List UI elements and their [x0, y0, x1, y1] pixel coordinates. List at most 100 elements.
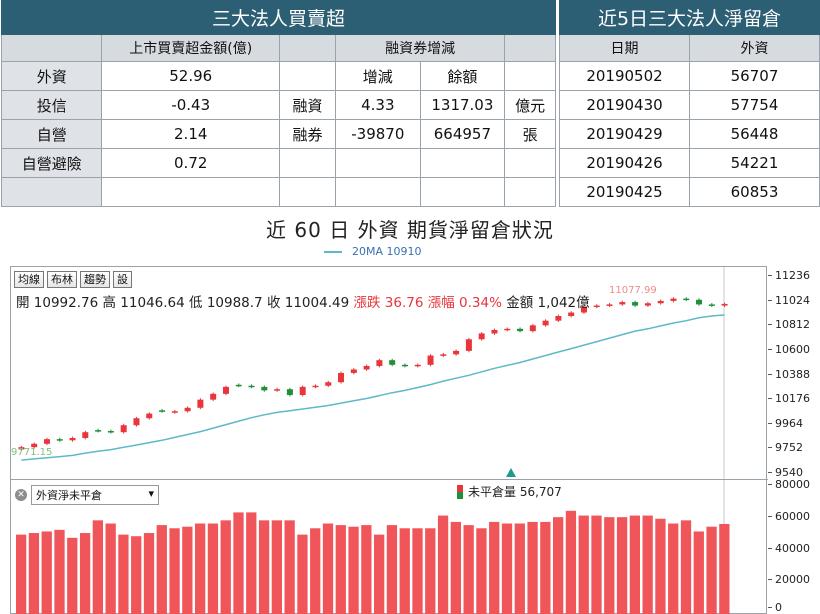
open-interest-bar	[258, 520, 270, 614]
open-interest-bar	[374, 534, 385, 614]
col-header-margin: 融資券增減	[335, 34, 506, 62]
foreign-cell: 56448	[689, 119, 820, 149]
candle	[517, 328, 524, 332]
indicator-select[interactable]: 外資淨未平倉 ▾	[31, 485, 159, 505]
candle	[453, 350, 460, 355]
price-tick-label: 9540	[768, 466, 803, 479]
settings-button[interactable]: 設	[113, 271, 132, 288]
trend-button[interactable]: 趨勢	[80, 271, 110, 288]
candle	[632, 302, 639, 306]
open-interest-bar	[463, 525, 474, 614]
candle	[542, 320, 549, 326]
open-interest-bar	[425, 528, 436, 614]
open-interest-bar	[642, 515, 653, 614]
candle	[69, 437, 76, 441]
margin-balance	[419, 177, 506, 207]
margin-change: -39870	[335, 119, 421, 149]
open-interest-bar	[514, 523, 525, 614]
row-label: 自營避險	[0, 148, 103, 178]
low-marker: 9771.15	[11, 447, 52, 458]
margin-unit	[504, 148, 556, 178]
candle	[286, 389, 293, 396]
date-cell: 20190429	[559, 119, 690, 149]
open-interest-bar	[655, 518, 666, 614]
open-interest-bar	[565, 510, 577, 614]
price-tick-label: 10812	[768, 318, 810, 331]
candle	[465, 339, 472, 351]
candle	[555, 316, 562, 321]
candle	[708, 304, 715, 306]
table-row: 20190502 56707	[559, 61, 820, 91]
candle	[401, 364, 408, 367]
ma-legend-label: 20MA 10910	[352, 245, 422, 258]
futures-chart[interactable]: 11077.99 9771.15 均線 布林 趨勢 設 開 10992.76 高 …	[10, 266, 768, 614]
row-label	[0, 177, 103, 207]
margin-balance: 餘額	[419, 61, 506, 91]
candle	[568, 312, 575, 317]
open-interest-bar	[92, 520, 103, 614]
candle	[389, 360, 396, 365]
candle	[325, 382, 332, 386]
margin-label	[279, 177, 337, 207]
candle	[56, 439, 63, 441]
ma-line-swatch	[324, 251, 342, 253]
margin-label	[279, 61, 337, 91]
open-interest-bar	[706, 526, 717, 614]
candle	[363, 365, 370, 370]
open-interest-legend: 未平倉量 56,707	[457, 483, 562, 500]
candle	[95, 430, 102, 432]
candlestick-plot[interactable]: 11077.99 9771.15	[11, 267, 768, 479]
open-interest-bar	[182, 526, 193, 614]
candle	[606, 304, 613, 306]
indicator-control: ✕ 外資淨未平倉 ▾	[15, 485, 159, 505]
low-value: 低 10988.7	[189, 295, 263, 311]
open-interest-bar	[131, 536, 142, 614]
ma20-line	[21, 314, 725, 461]
foreign-cell: 54221	[689, 148, 820, 178]
volume-tick-label: 40000	[768, 542, 810, 555]
close-value: 收 11004.49	[266, 295, 350, 311]
candle	[210, 393, 217, 400]
table-row: 自營 2.14 融券 -39870 664957 張	[0, 119, 556, 149]
chevron-down-icon: ▾	[148, 487, 154, 500]
open-interest-bar	[54, 529, 65, 614]
volume-tick-label: 0	[768, 601, 782, 614]
open-interest-bar	[335, 525, 346, 614]
candle	[593, 305, 600, 308]
candle	[670, 298, 677, 301]
candle	[274, 389, 281, 391]
price-tick-label: 11024	[768, 294, 810, 307]
open-interest-bar	[629, 515, 640, 614]
price-tick-label: 9964	[768, 417, 803, 430]
open-interest-bar	[527, 521, 538, 614]
price-panel[interactable]: 11077.99 9771.15 均線 布林 趨勢 設 開 10992.76 高 …	[11, 267, 768, 479]
open-interest-bar	[220, 520, 231, 614]
open-interest-bar	[489, 521, 500, 614]
candle	[82, 432, 89, 438]
candle	[248, 385, 255, 388]
open-interest-bar	[79, 533, 91, 614]
candle	[491, 329, 498, 334]
candle	[440, 354, 447, 356]
open-interest-table: 近5日三大法人淨留倉 日期 外資 20190502 56707 20190430 5…	[559, 0, 820, 207]
margin-balance	[419, 148, 506, 178]
margin-balance: 1317.03	[419, 90, 506, 120]
ohlc-readout: 開 10992.76 高 11046.64 低 10988.7 收 11004.…	[16, 291, 590, 311]
change-value: 漲跌 36.76	[353, 295, 424, 311]
candle	[197, 399, 204, 408]
candle	[350, 369, 357, 373]
open-interest-bar	[399, 528, 410, 614]
candle	[261, 386, 268, 391]
close-icon[interactable]: ✕	[15, 489, 27, 501]
open-interest-bar	[668, 523, 679, 614]
institutional-trading-table: 三大法人買賣超 上市買賣超金額(億) 融資券增減 外資 52.96 增減 餘額 …	[0, 0, 556, 207]
candle	[376, 360, 383, 366]
bollinger-button[interactable]: 布林	[47, 271, 77, 288]
candle	[478, 333, 485, 340]
open-interest-bar	[501, 523, 513, 614]
left-table-title: 三大法人買賣超	[1, 0, 556, 35]
open-interest-panel[interactable]: ✕ 外資淨未平倉 ▾ 未平倉量 56,707	[11, 479, 768, 614]
foreign-cell: 56707	[689, 61, 820, 91]
candle	[338, 372, 345, 383]
ma-button[interactable]: 均線	[14, 271, 44, 288]
